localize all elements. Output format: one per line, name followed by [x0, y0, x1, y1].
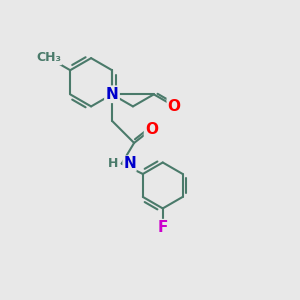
Text: O: O	[168, 99, 181, 114]
Text: O: O	[145, 122, 158, 137]
Text: N: N	[106, 87, 118, 102]
Text: F: F	[158, 220, 168, 235]
Text: O: O	[106, 87, 118, 102]
Text: H: H	[108, 157, 118, 170]
Text: N: N	[123, 156, 136, 171]
Text: CH₃: CH₃	[36, 51, 61, 64]
